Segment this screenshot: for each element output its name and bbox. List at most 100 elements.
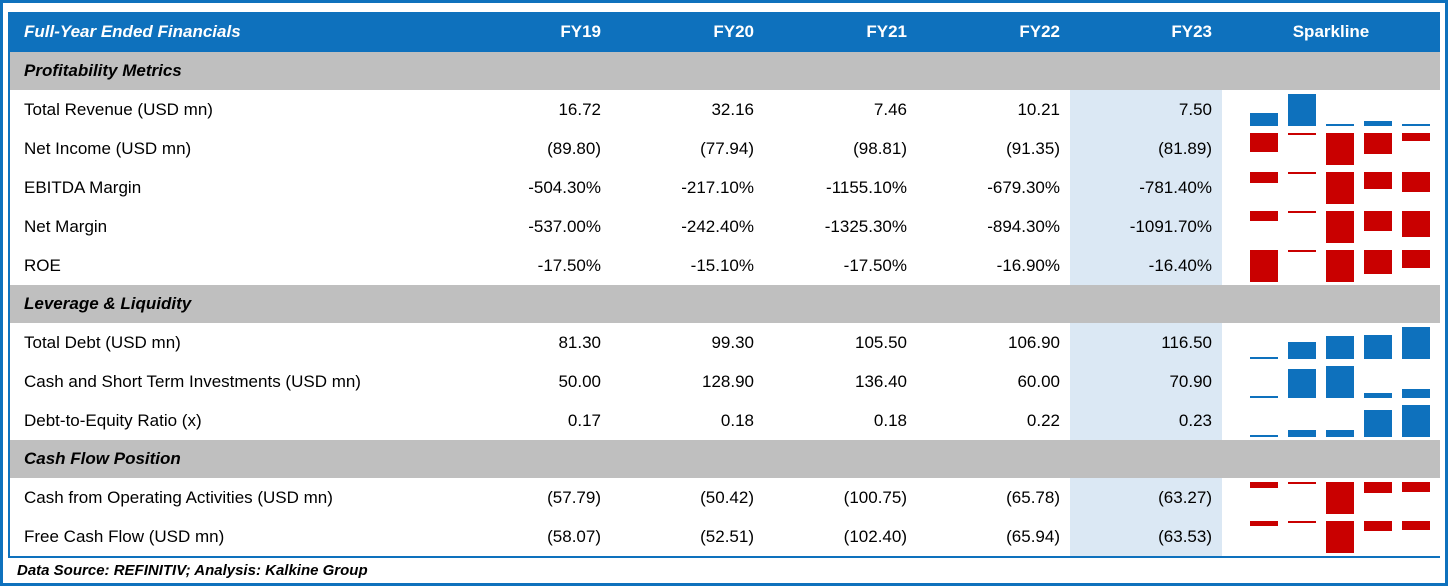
sparkline-cell <box>1222 517 1440 556</box>
section-label: Profitability Metrics <box>24 61 182 80</box>
table-row-total-debt-usd-mn: Total Debt (USD mn) 81.30 99.30 105.50 106.9… <box>10 323 1440 362</box>
sparkline-bar <box>1288 94 1316 126</box>
sparkline-bar <box>1326 250 1354 282</box>
sparkline-bar <box>1402 405 1430 437</box>
value-fy23: 0.23 <box>1070 401 1222 440</box>
row-label: Total Revenue (USD mn) <box>24 99 213 119</box>
col-header-fy22: FY22 <box>1019 22 1060 41</box>
row-label: Free Cash Flow (USD mn) <box>24 526 225 546</box>
value-fy22: 60.00 <box>1017 371 1060 391</box>
sparkline-bar <box>1288 250 1316 252</box>
sparkline <box>1222 478 1440 517</box>
col-header-fy23: FY23 <box>1171 22 1212 41</box>
sparkline-bar <box>1364 410 1392 437</box>
value-fy22: -679.30% <box>987 177 1060 197</box>
value-fy19: 50.00 <box>558 371 601 391</box>
sparkline <box>1222 517 1440 556</box>
value-fy19: (57.79) <box>547 487 601 507</box>
value-fy23: 70.90 <box>1070 362 1222 401</box>
table-title: Full-Year Ended Financials <box>24 22 241 41</box>
sparkline-cell <box>1222 207 1440 246</box>
value-fy20: (50.42) <box>700 487 754 507</box>
table-row-cash-from-operating-activities-usd-mn: Cash from Operating Activities (USD mn) (… <box>10 478 1440 517</box>
footer-divider <box>8 556 1440 558</box>
sparkline-bar <box>1250 521 1278 526</box>
sparkline <box>1222 246 1440 285</box>
table-row-net-income-usd-mn: Net Income (USD mn) (89.80) (77.94) (98.81)… <box>10 129 1440 168</box>
value-fy23: 7.50 <box>1070 90 1222 129</box>
sparkline-bar <box>1326 430 1354 437</box>
table-body: Profitability Metrics Total Revenue (USD … <box>10 52 1440 556</box>
section-header-leverage-liquidity: Leverage & Liquidity <box>10 285 1440 323</box>
row-label: Net Income (USD mn) <box>24 138 192 158</box>
sparkline-bar <box>1288 172 1316 174</box>
row-label: EBITDA Margin <box>24 177 142 197</box>
sparkline-bar <box>1364 521 1392 531</box>
sparkline <box>1222 207 1440 246</box>
sparkline-bar <box>1250 482 1278 488</box>
value-fy21: 0.18 <box>873 410 907 430</box>
value-fy22: (65.78) <box>1006 487 1060 507</box>
value-fy21: (98.81) <box>853 138 907 158</box>
sparkline-bar <box>1402 482 1430 492</box>
sparkline-bar <box>1402 389 1430 398</box>
section-header-cash-flow-position: Cash Flow Position <box>10 440 1440 478</box>
value-fy22: -16.90% <box>996 255 1060 275</box>
financials-table: Full-Year Ended Financials FY19 FY20 FY2… <box>8 12 1440 556</box>
table-header-row: Full-Year Ended Financials FY19 FY20 FY2… <box>10 12 1440 52</box>
sparkline-bar <box>1402 211 1430 237</box>
sparkline-bar <box>1364 172 1392 189</box>
row-label: Cash and Short Term Investments (USD mn) <box>24 371 361 391</box>
value-fy19: -504.30% <box>528 177 601 197</box>
sparkline-bar <box>1326 482 1354 514</box>
section-label: Leverage & Liquidity <box>24 294 192 313</box>
value-fy19: 81.30 <box>558 332 601 352</box>
table-row-free-cash-flow-usd-mn: Free Cash Flow (USD mn) (58.07) (52.51) (10… <box>10 517 1440 556</box>
value-fy20: (77.94) <box>700 138 754 158</box>
value-fy19: 16.72 <box>558 99 601 119</box>
value-fy22: -894.30% <box>987 216 1060 236</box>
sparkline-bar <box>1402 133 1430 141</box>
value-fy23: 116.50 <box>1070 323 1222 362</box>
col-header-sparkline: Sparkline <box>1292 22 1370 41</box>
value-fy20: -217.10% <box>681 177 754 197</box>
table-row-net-margin: Net Margin -537.00% -242.40% -1325.30% -894.… <box>10 207 1440 246</box>
sparkline-bar <box>1288 521 1316 523</box>
sparkline-cell <box>1222 129 1440 168</box>
table-row-debt-to-equity-ratio-x: Debt-to-Equity Ratio (x) 0.17 0.18 0.18 0.22… <box>10 401 1440 440</box>
value-fy22: (91.35) <box>1006 138 1060 158</box>
value-fy20: -15.10% <box>690 255 754 275</box>
sparkline-bar <box>1288 342 1316 359</box>
value-fy21: -17.50% <box>843 255 907 275</box>
sparkline-bar <box>1326 172 1354 204</box>
sparkline-bar <box>1364 121 1392 126</box>
sparkline-cell <box>1222 323 1440 362</box>
value-fy20: 99.30 <box>711 332 754 352</box>
value-fy21: 7.46 <box>873 99 907 119</box>
sparkline-bar <box>1250 211 1278 221</box>
value-fy19: -17.50% <box>537 255 601 275</box>
value-fy21: 136.40 <box>855 371 907 391</box>
sparkline-bar <box>1402 250 1430 268</box>
row-label: Net Margin <box>24 216 108 236</box>
section-label: Cash Flow Position <box>24 449 181 468</box>
col-header-fy19: FY19 <box>560 22 601 41</box>
value-fy21: 105.50 <box>855 332 907 352</box>
sparkline-bar <box>1364 335 1392 359</box>
sparkline-bar <box>1250 435 1278 437</box>
value-fy23: -16.40% <box>1070 246 1222 285</box>
table-row-ebitda-margin: EBITDA Margin -504.30% -217.10% -1155.10% -6… <box>10 168 1440 207</box>
value-fy21: (102.40) <box>843 526 907 546</box>
value-fy23: (63.27) <box>1070 478 1222 517</box>
sparkline-cell <box>1222 401 1440 440</box>
sparkline <box>1222 90 1440 129</box>
sparkline-bar <box>1326 133 1354 165</box>
sparkline <box>1222 401 1440 440</box>
col-header-fy21: FY21 <box>866 22 907 41</box>
sparkline-bar <box>1288 482 1316 484</box>
value-fy19: (89.80) <box>547 138 601 158</box>
sparkline-cell <box>1222 478 1440 517</box>
sparkline <box>1222 129 1440 168</box>
sparkline-bar <box>1402 521 1430 530</box>
